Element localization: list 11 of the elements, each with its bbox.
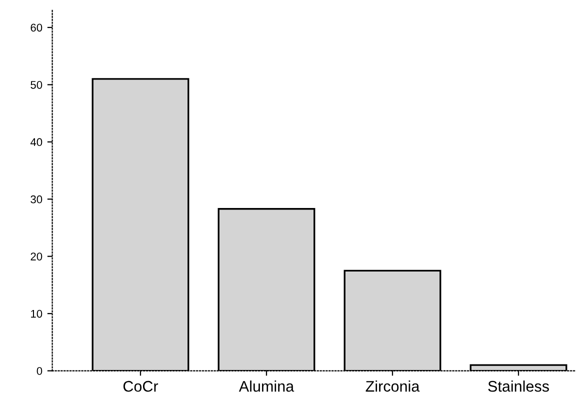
y-tick-label: 50 (30, 80, 42, 89)
y-tick-label: 60 (30, 24, 42, 32)
x-tick-label: Alumina (238, 380, 294, 392)
x-tick-label: Stainless (488, 380, 549, 392)
y-tick-label: 10 (31, 310, 42, 318)
y-tick-label: 40 (30, 138, 42, 146)
x-tick-label: Zirconia (366, 380, 420, 392)
y-tick-label: 30 (30, 195, 42, 204)
y-tick-label: 20 (30, 252, 42, 260)
x-tick-label: CoCr (123, 380, 158, 392)
y-tick-label: 0 (36, 367, 42, 375)
